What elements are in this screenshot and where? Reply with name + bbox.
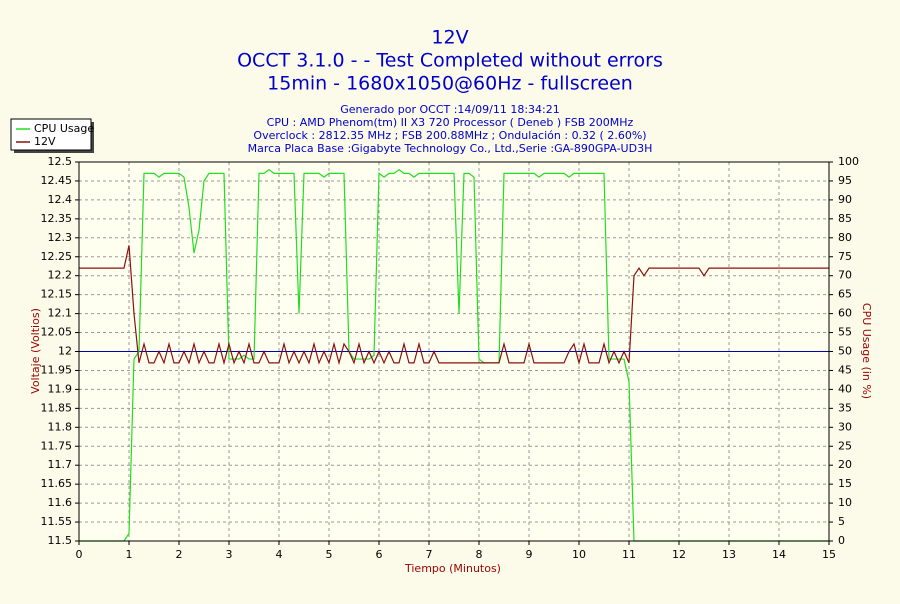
y2-tick-label: 85 bbox=[838, 212, 852, 225]
x-tick-label: 0 bbox=[76, 548, 83, 561]
x-tick-label: 10 bbox=[572, 548, 586, 561]
y2-tick-label: 75 bbox=[838, 250, 852, 263]
y-tick-label: 11.5 bbox=[48, 534, 73, 547]
chart-title-line: 15min - 1680x1050@60Hz - fullscreen bbox=[267, 73, 633, 95]
x-tick-label: 5 bbox=[326, 548, 333, 561]
x-tick-label: 4 bbox=[276, 548, 283, 561]
legend-label: 12V bbox=[34, 135, 56, 148]
y-tick-label: 12.1 bbox=[48, 307, 73, 320]
subtitle: Overclock : 2812.35 MHz ; FSB 200.88MHz … bbox=[253, 129, 646, 142]
x-tick-label: 12 bbox=[672, 548, 686, 561]
y2-tick-label: 45 bbox=[838, 363, 852, 376]
y-tick-label: 12.2 bbox=[48, 269, 73, 282]
subtitle: Generado por OCCT :14/09/11 18:34:21 bbox=[340, 103, 559, 116]
x-tick-label: 9 bbox=[526, 548, 533, 561]
chart-title: 12V bbox=[431, 27, 468, 49]
x-axis-label: Tiempo (Minutos) bbox=[404, 562, 501, 575]
y-tick-label: 12.15 bbox=[41, 288, 73, 301]
y2-tick-label: 55 bbox=[838, 326, 852, 339]
y-tick-label: 12 bbox=[58, 345, 72, 358]
y-tick-label: 12.3 bbox=[48, 231, 73, 244]
y-tick-label: 11.7 bbox=[48, 458, 73, 471]
y-tick-label: 11.9 bbox=[48, 382, 73, 395]
x-tick-label: 14 bbox=[772, 548, 786, 561]
y-tick-label: 11.55 bbox=[41, 515, 73, 528]
y-tick-label: 12.35 bbox=[41, 212, 73, 225]
grid bbox=[75, 161, 833, 545]
legend-box bbox=[10, 118, 92, 151]
y2-tick-label: 100 bbox=[838, 155, 859, 168]
y-tick-label: 12.45 bbox=[41, 174, 73, 187]
y2-tick-label: 30 bbox=[838, 420, 852, 433]
series-line bbox=[79, 245, 829, 366]
y2-tick-label: 70 bbox=[838, 269, 852, 282]
x-tick-label: 6 bbox=[376, 548, 383, 561]
y2-tick-label: 80 bbox=[838, 231, 852, 244]
y-tick-label: 12.4 bbox=[48, 193, 73, 206]
y2-tick-label: 35 bbox=[838, 401, 852, 414]
y2-axis-label: CPU Usage (in %) bbox=[860, 303, 873, 399]
chart-title-line: OCCT 3.1.0 - - Test Completed without er… bbox=[237, 50, 663, 72]
x-tick-label: 8 bbox=[476, 548, 483, 561]
y2-tick-label: 40 bbox=[838, 382, 852, 395]
y2-tick-label: 65 bbox=[838, 288, 852, 301]
x-tick-label: 7 bbox=[426, 548, 433, 561]
x-tick-label: 2 bbox=[176, 548, 183, 561]
y-tick-label: 12.05 bbox=[41, 326, 73, 339]
y-tick-label: 11.75 bbox=[41, 439, 73, 452]
y-tick-label: 12.25 bbox=[41, 250, 73, 263]
y2-tick-label: 50 bbox=[838, 345, 852, 358]
y2-tick-label: 60 bbox=[838, 307, 852, 320]
y-tick-label: 11.85 bbox=[41, 401, 73, 414]
y2-tick-label: 15 bbox=[838, 477, 852, 490]
subtitle: Marca Placa Base :Gigabyte Technology Co… bbox=[248, 142, 653, 155]
y2-tick-label: 20 bbox=[838, 458, 852, 471]
y-tick-label: 11.65 bbox=[41, 477, 73, 490]
y2-tick-label: 5 bbox=[838, 515, 845, 528]
y-tick-label: 11.8 bbox=[48, 420, 73, 433]
y-tick-label: 11.95 bbox=[41, 363, 73, 376]
y2-tick-label: 25 bbox=[838, 439, 852, 452]
subtitle: CPU : AMD Phenom(tm) II X3 720 Processor… bbox=[267, 116, 634, 129]
x-tick-label: 3 bbox=[226, 548, 233, 561]
legend-label: CPU Usage bbox=[34, 122, 94, 135]
y-tick-label: 11.6 bbox=[48, 496, 73, 509]
x-tick-label: 11 bbox=[622, 548, 636, 561]
y2-tick-label: 0 bbox=[838, 534, 845, 547]
y2-tick-label: 95 bbox=[838, 174, 852, 187]
x-tick-label: 1 bbox=[126, 548, 133, 561]
x-tick-label: 13 bbox=[722, 548, 736, 561]
y2-tick-label: 90 bbox=[838, 193, 852, 206]
y-tick-label: 12.5 bbox=[48, 155, 73, 168]
y2-tick-label: 10 bbox=[838, 496, 852, 509]
y-axis-label: Voltaje (Voltios) bbox=[29, 308, 42, 394]
x-tick-label: 15 bbox=[822, 548, 836, 561]
plot-frame bbox=[78, 161, 830, 542]
